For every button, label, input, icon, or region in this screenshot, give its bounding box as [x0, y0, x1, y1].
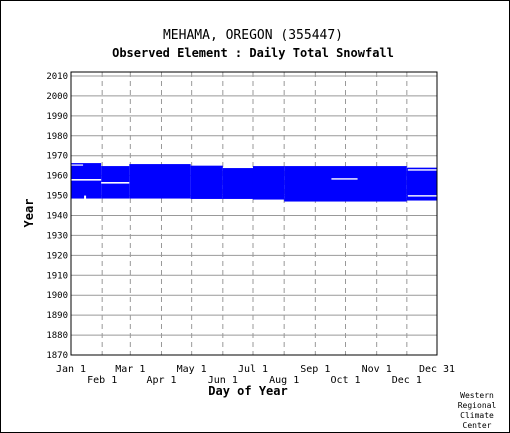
credit-line-3: Climate	[460, 411, 494, 420]
x-tick-label: Nov 1	[362, 364, 392, 375]
y-axis-title: Year	[22, 199, 36, 228]
snowfall-record-bar	[222, 168, 253, 199]
missing-data-gap	[331, 178, 358, 180]
chart-title: MEHAMA, OREGON (355447)	[163, 28, 343, 43]
y-tick-label: 1980	[46, 132, 68, 142]
chart-subtitle: Observed Element : Daily Total Snowfall	[112, 46, 394, 60]
x-tick-label: Feb 1	[87, 375, 117, 386]
missing-data-gap	[407, 169, 437, 171]
y-tick-label: 1910	[46, 271, 68, 281]
y-tick-label: 1920	[46, 251, 68, 261]
y-tick-label: 1960	[46, 172, 68, 182]
y-tick-label: 1870	[46, 351, 68, 361]
x-tick-label: Jul 1	[238, 364, 268, 375]
y-tick-label: 1900	[46, 291, 68, 301]
x-tick-label: Jan 1	[56, 364, 86, 375]
credit-line-2: Regional	[458, 401, 497, 410]
grid-lines	[71, 72, 437, 356]
x-tick-label: Sep 1	[300, 364, 330, 375]
credit-line-1: Western	[460, 391, 494, 400]
missing-data-gap	[71, 164, 84, 166]
snowfall-record-bar	[406, 167, 437, 201]
y-tick-label: 1940	[46, 211, 68, 221]
plot-border	[70, 71, 438, 356]
snowfall-record-bar	[129, 164, 191, 199]
x-tick-label: Apr 1	[146, 375, 176, 386]
y-tick-label: 1950	[46, 192, 68, 202]
y-tick-label: 1970	[46, 152, 68, 162]
x-tick-labels: Jan 1 Mar 1 May 1 Jul 1 Sep 1 Nov 1 Dec 31 Feb …	[56, 364, 455, 386]
x-tick-label: Jun 1	[208, 375, 238, 386]
y-tick-labels: 1870 1880 1890 1900 1910 1920 1930 1940 1950 1960…	[46, 72, 68, 361]
y-tick-label: 1990	[46, 112, 68, 122]
y-tick-label: 1930	[46, 231, 68, 241]
y-tick-label: 2000	[46, 92, 68, 102]
y-tick-label: 1880	[46, 331, 68, 341]
missing-data-gap	[101, 182, 130, 184]
data-bars	[71, 163, 437, 202]
x-tick-label: Aug 1	[269, 375, 299, 386]
y-tick-label: 1890	[46, 311, 68, 321]
x-tick-label: Mar 1	[115, 364, 145, 375]
missing-data-gap	[71, 179, 102, 181]
x-tick-label: Dec 1	[392, 375, 422, 386]
x-tick-label: Dec 31	[419, 364, 455, 375]
missing-data-gap	[84, 195, 87, 199]
snowfall-record-bar	[190, 165, 223, 199]
y-tick-label: 2010	[46, 72, 68, 82]
x-axis-title: Day of Year	[208, 384, 287, 398]
missing-data-gap	[407, 195, 437, 197]
snowfall-record-bar	[71, 163, 102, 199]
x-tick-label: Oct 1	[330, 375, 360, 386]
snowfall-record-bar	[284, 166, 407, 202]
snowfall-record-bar	[252, 166, 285, 200]
x-tick-label: May 1	[177, 364, 207, 375]
credit-line-4: Center	[463, 421, 492, 430]
